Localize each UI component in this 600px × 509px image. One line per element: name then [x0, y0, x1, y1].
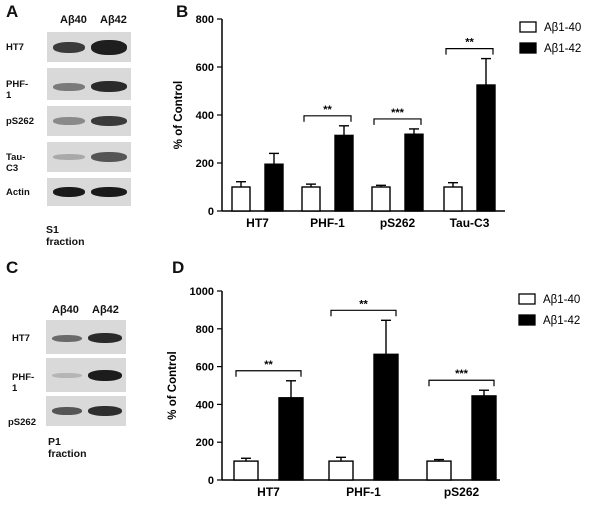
d-bar-1-1 — [373, 353, 399, 481]
d-sig-label-2: *** — [455, 368, 469, 380]
d-sig-bracket-1 — [330, 309, 397, 317]
b-sig-bracket-2 — [373, 118, 422, 125]
d-y-tick-label-2: 400 — [196, 399, 214, 411]
d-y-tick-label-5: 1000 — [190, 286, 214, 298]
blot-c-lane-2: Aβ42 — [92, 304, 119, 316]
blot-a-row-tauc3: Tau-C3 — [6, 152, 26, 174]
d-y-tick-label-4: 800 — [196, 324, 214, 336]
d-bar-1-2 — [471, 395, 497, 481]
panel-letter-d: D — [172, 258, 185, 277]
b-bar-1-2 — [404, 133, 424, 212]
b-legend-swatch-0 — [519, 21, 537, 33]
b-sig-label-2: *** — [391, 107, 405, 119]
blot-c-strip-ps262 — [46, 396, 126, 426]
b-y-tick-label-1: 200 — [196, 158, 214, 170]
d-x-tick-label-0: HT7 — [257, 485, 280, 499]
d-legend-swatch-0 — [518, 293, 536, 305]
d-legend-label-1: Aβ1-42 — [543, 315, 580, 327]
blot-c-strip-ht7 — [46, 320, 126, 354]
b-bar-1-1 — [334, 134, 354, 212]
b-legend-swatch-1 — [519, 42, 537, 54]
blot-a-row-ps262: pS262 — [6, 116, 34, 127]
d-y-label: % of Control — [167, 351, 179, 419]
d-y-tick-label-0: 0 — [208, 475, 214, 487]
blot-a-lane-1: Aβ40 — [60, 14, 87, 26]
b-sig-label-3: ** — [465, 37, 474, 49]
blot-a-strip-phf1 — [47, 68, 131, 100]
b-sig-bracket-1 — [303, 115, 352, 122]
blot-a-strip-tauc3 — [47, 142, 131, 172]
blot-a-lane-2: Aβ42 — [100, 14, 127, 26]
blot-c-fraction: P1 fraction — [48, 436, 87, 460]
blot-c-row-phf1: PHF-1 — [12, 372, 35, 394]
d-x-tick-label-2: pS262 — [444, 485, 480, 499]
b-sig-bracket-3 — [445, 47, 494, 55]
d-y-tick-label-1: 200 — [196, 437, 214, 449]
blot-a-strip-ps262 — [47, 106, 131, 136]
d-legend-swatch-1 — [518, 314, 536, 326]
b-bar-1-3 — [476, 84, 496, 212]
panel-letter-c: C — [6, 258, 19, 277]
b-sig-label-1: ** — [323, 104, 332, 116]
d-sig-bracket-0 — [235, 370, 302, 377]
b-bar-0-1 — [301, 186, 321, 212]
d-sig-bracket-2 — [428, 379, 495, 387]
b-x-tick-label-2: pS262 — [380, 216, 416, 230]
b-bar-0-0 — [231, 186, 251, 212]
d-bar-1-0 — [278, 397, 304, 481]
blot-c-strip-phf1 — [46, 358, 126, 392]
blot-a-row-actin: Actin — [6, 187, 30, 198]
d-legend-label-0: Aβ1-40 — [543, 294, 580, 306]
b-x-tick-label-1: PHF-1 — [310, 216, 345, 230]
blot-c-row-ht7: HT7 — [12, 333, 30, 344]
b-legend-label-1: Aβ1-42 — [544, 43, 581, 55]
d-y-tick-label-3: 600 — [196, 362, 214, 374]
b-bar-1-0 — [264, 163, 284, 212]
d-bar-0-2 — [426, 460, 452, 481]
b-y-tick-label-3: 600 — [196, 62, 214, 74]
b-y-tick-label-2: 400 — [196, 110, 214, 122]
b-bar-0-2 — [371, 186, 391, 212]
blot-a-row-ht7: HT7 — [6, 42, 24, 53]
b-legend-label-0: Aβ1-40 — [544, 22, 581, 34]
b-y-tick-label-4: 800 — [196, 14, 214, 26]
panel-letter-b: B — [176, 2, 189, 21]
b-y-tick-label-0: 0 — [208, 206, 214, 218]
blot-a-strip-ht7 — [47, 32, 131, 62]
b-x-tick-label-0: HT7 — [246, 216, 269, 230]
b-bar-0-3 — [443, 186, 463, 212]
blot-a-strip-actin — [47, 178, 131, 206]
d-bar-0-0 — [233, 460, 259, 481]
d-sig-label-0: ** — [264, 359, 273, 371]
panel-letter-a: A — [6, 2, 19, 21]
blot-c-row-ps262: pS262 — [8, 417, 36, 428]
d-bar-0-1 — [328, 460, 354, 481]
d-x-tick-label-1: PHF-1 — [346, 485, 381, 499]
d-sig-label-1: ** — [359, 298, 368, 310]
b-y-label: % of Control — [173, 81, 185, 149]
blot-a-row-phf1: PHF-1 — [6, 79, 29, 101]
blot-c-lane-1: Aβ40 — [52, 304, 79, 316]
blot-a-fraction: S1 fraction — [46, 224, 85, 248]
b-x-tick-label-3: Tau-C3 — [450, 216, 490, 230]
